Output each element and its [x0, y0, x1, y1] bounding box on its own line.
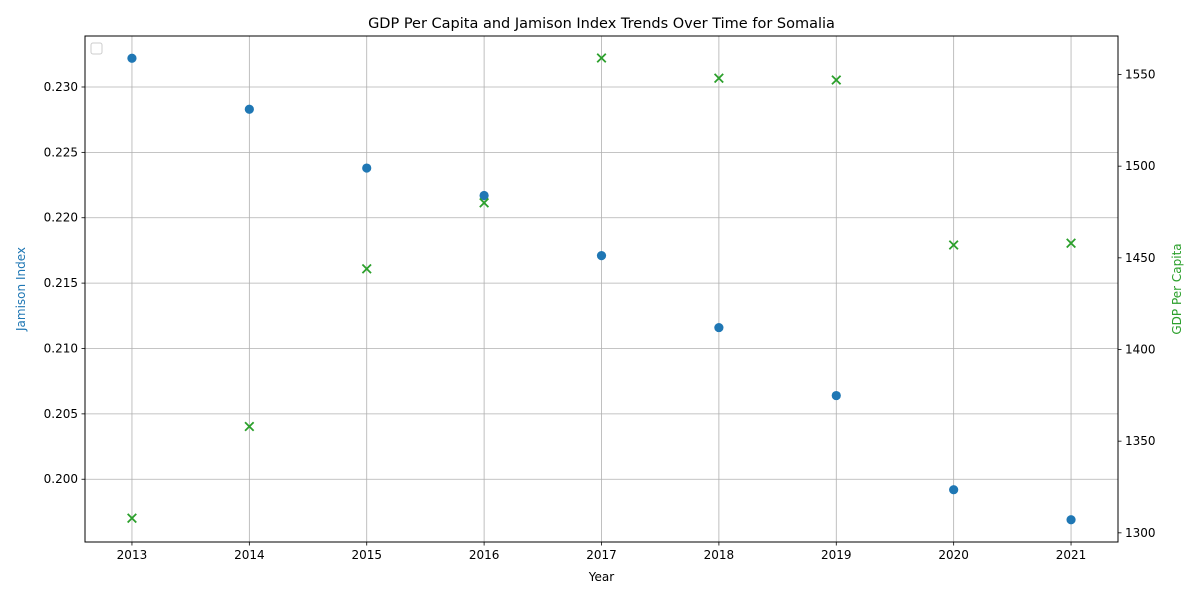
y-left-tick-label: 0.210: [44, 341, 78, 355]
gdp-per-capita-marker: [361, 263, 372, 274]
gdp-per-capita-point: [361, 263, 372, 274]
y-left-tick-label: 0.230: [44, 80, 78, 94]
x-tick-label: 2015: [351, 548, 382, 562]
x-tick-label: 2020: [938, 548, 969, 562]
jamison-index-point: [479, 190, 489, 201]
axis-ticks: 2013 2014 2015 2016 2017 2018 2019 2020 2021 0.20…: [44, 68, 1156, 563]
gdp-per-capita-point: [479, 197, 490, 208]
y-right-tick-label: 1450: [1125, 251, 1156, 265]
y-right-tick-label: 1550: [1125, 68, 1156, 82]
y-axis-left-label: Jamison Index: [14, 247, 28, 332]
gdp-per-capita-marker: [244, 421, 255, 432]
gdp-per-capita-marker: [831, 75, 842, 85]
y-axis-right-label: GDP Per Capita: [1170, 243, 1184, 334]
gdp-per-capita-marker: [596, 53, 607, 63]
gdp-per-capita-point: [713, 73, 724, 84]
y-left-tick-label: 0.200: [44, 472, 78, 486]
x-tick-label: 2014: [234, 548, 265, 562]
gdp-per-capita-point: [596, 53, 607, 63]
gdp-per-capita-point: [948, 240, 959, 250]
grid: [85, 36, 1118, 542]
jamison-index-point: [831, 390, 841, 401]
y-right-tick-label: 1300: [1125, 526, 1156, 540]
gdp-per-capita-marker: [479, 197, 490, 208]
y-right-tick-label: 1350: [1125, 434, 1156, 448]
y-right-tick-label: 1400: [1125, 343, 1156, 357]
chart-title: GDP Per Capita and Jamison Index Trends …: [368, 16, 835, 32]
x-tick-label: 2017: [586, 548, 617, 562]
y-right-tick-label: 1500: [1125, 159, 1156, 173]
x-tick-label: 2019: [821, 548, 852, 562]
jamison-index-point: [949, 485, 959, 495]
jamison-index-point: [127, 53, 137, 63]
legend-box: [90, 42, 103, 55]
y-left-tick-label: 0.205: [44, 407, 78, 421]
gdp-per-capita-point: [1066, 238, 1076, 249]
jamison-index-point: [244, 104, 254, 114]
jamison-index-point: [362, 163, 372, 173]
jamison-index-point: [1066, 515, 1076, 525]
gdp-per-capita-marker: [1066, 238, 1076, 249]
jamison-index-point: [596, 251, 607, 261]
y-left-tick-label: 0.225: [44, 145, 78, 159]
gdp-per-capita-point: [831, 75, 842, 85]
gdp-per-capita-point: [244, 421, 255, 432]
gdp-per-capita-marker: [713, 73, 724, 84]
x-axis-label: Year: [588, 570, 614, 584]
gdp-per-capita-point: [127, 513, 137, 524]
y-left-tick-label: 0.215: [44, 276, 78, 290]
x-tick-label: 2016: [469, 548, 500, 562]
y-left-tick-label: 0.220: [44, 211, 78, 225]
x-tick-label: 2021: [1056, 548, 1087, 562]
jamison-index-point: [714, 322, 724, 333]
gdp-per-capita-marker: [127, 513, 137, 524]
gdp-per-capita-marker: [948, 240, 959, 250]
x-tick-label: 2018: [704, 548, 735, 562]
x-tick-label: 2013: [117, 548, 148, 562]
data-marks: [127, 53, 1076, 525]
